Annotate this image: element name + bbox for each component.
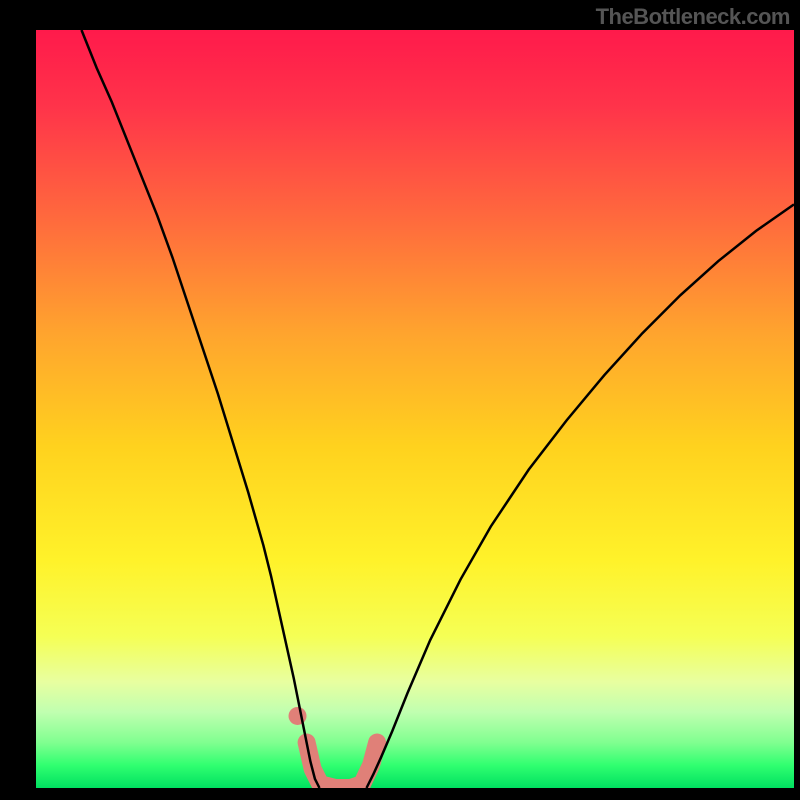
border-right — [794, 0, 800, 800]
border-left — [0, 0, 36, 800]
border-bottom — [0, 788, 800, 800]
bottleneck-curve-chart — [0, 0, 800, 800]
watermark-text: TheBottleneck.com — [596, 4, 790, 30]
chart-canvas: { "meta": { "watermark_text": "TheBottle… — [0, 0, 800, 800]
